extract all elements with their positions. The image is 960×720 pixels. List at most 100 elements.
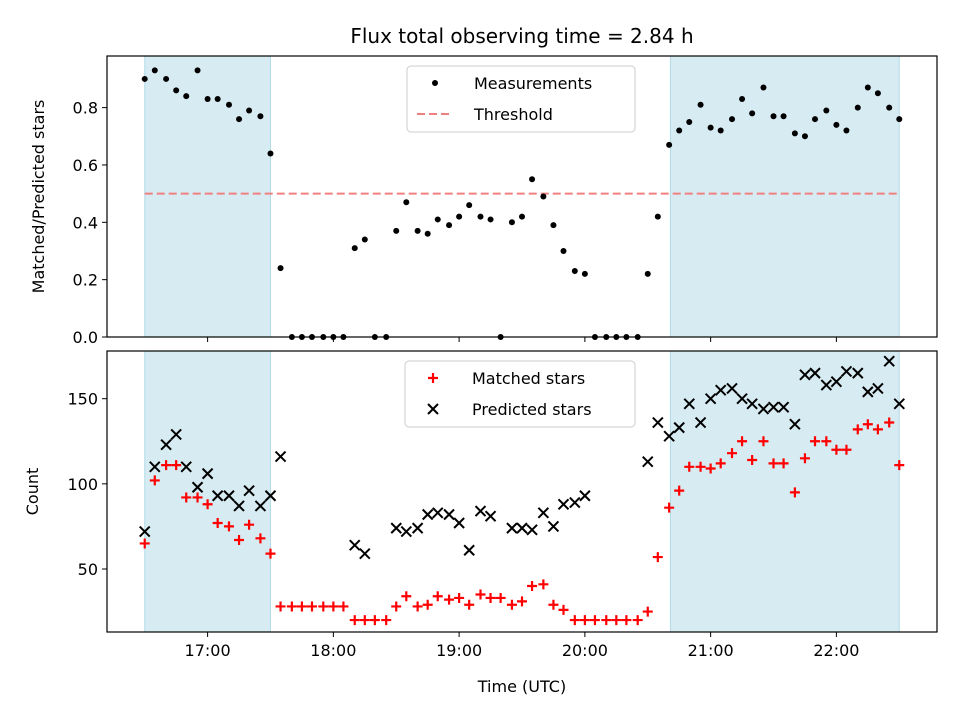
data-point	[686, 118, 693, 125]
data-point-matched	[852, 424, 863, 435]
x-tick-label: 20:00	[562, 641, 608, 660]
data-point-matched	[369, 615, 380, 626]
data-point-matched	[286, 601, 297, 612]
data-point-predicted	[526, 524, 538, 536]
plot-frame	[106, 350, 938, 633]
data-point	[361, 236, 368, 243]
data-point-predicted	[421, 508, 434, 521]
data-point-matched	[569, 615, 580, 626]
data-point-matched	[432, 591, 443, 602]
data-point	[477, 213, 484, 220]
data-point-predicted	[474, 505, 487, 517]
data-point-predicted	[506, 522, 518, 534]
data-point-predicted	[830, 375, 843, 388]
legend-marker-x	[427, 403, 439, 415]
data-point-matched	[328, 601, 339, 612]
data-point-predicted	[390, 522, 402, 534]
data-point	[393, 227, 400, 234]
data-point	[717, 127, 724, 134]
data-point-matched	[527, 581, 538, 592]
data-point	[456, 213, 463, 220]
data-point	[886, 104, 893, 111]
data-point-predicted	[400, 525, 413, 538]
data-point	[707, 124, 714, 131]
data-point-predicted	[432, 507, 444, 519]
data-point-predicted	[484, 510, 497, 522]
data-point-predicted	[139, 525, 151, 538]
data-point	[770, 113, 777, 120]
data-point-matched	[601, 615, 612, 626]
data-point	[487, 216, 494, 223]
data-point-matched	[548, 599, 559, 610]
data-point-predicted	[746, 398, 758, 410]
x-tick-label: 18:00	[310, 641, 356, 660]
data-point-matched	[495, 592, 506, 603]
data-point	[581, 270, 588, 277]
data-point	[151, 67, 158, 74]
data-point-matched	[338, 601, 349, 612]
data-point-predicted	[820, 379, 833, 391]
data-point-predicted	[694, 416, 707, 429]
data-point-matched	[705, 463, 716, 474]
y-tick-label: 0.6	[73, 156, 98, 175]
data-point	[277, 265, 284, 272]
data-point-predicted	[264, 490, 277, 502]
data-point-predicted	[160, 438, 172, 451]
data-point-predicted	[569, 496, 581, 509]
legend-marker-plus	[428, 373, 438, 383]
data-point-matched	[391, 601, 402, 612]
data-point-predicted	[862, 386, 874, 398]
data-point-matched	[192, 492, 203, 503]
data-point-matched	[306, 601, 317, 612]
data-point-predicted	[852, 367, 864, 379]
data-point-matched	[611, 615, 622, 626]
y-tick-label: 100	[67, 475, 98, 494]
data-point-predicted	[704, 392, 717, 405]
data-point-matched	[789, 487, 800, 498]
data-point	[529, 176, 536, 183]
data-point-matched	[223, 521, 234, 532]
y-tick-label: 150	[67, 390, 98, 409]
data-point-matched	[872, 424, 883, 435]
data-point-matched	[727, 448, 738, 459]
panel-matched-ratio: 0.0 0.2 0.4 0.6 0.8 Matched/Predicted stars Me…	[29, 55, 938, 347]
data-point-predicted	[170, 428, 182, 441]
data-point-matched	[234, 535, 245, 546]
data-point-predicted	[453, 517, 465, 529]
data-point	[749, 110, 756, 117]
data-point	[864, 84, 871, 91]
legend-label: Matched stars	[472, 369, 585, 388]
data-point-matched	[244, 519, 255, 530]
shaded-interval	[669, 55, 900, 338]
data-point-predicted	[243, 484, 255, 497]
y-tick-label: 50	[78, 560, 98, 579]
data-point	[446, 222, 453, 229]
data-point-matched	[674, 485, 685, 496]
y-tick-label: 0.8	[73, 99, 98, 118]
data-point	[854, 104, 861, 111]
data-point-predicted	[211, 490, 224, 502]
data-point-predicted	[642, 455, 654, 468]
data-point	[246, 107, 253, 114]
data-point-matched	[475, 589, 486, 600]
shaded-interval	[144, 55, 271, 338]
data-point	[550, 222, 557, 229]
data-point	[697, 101, 704, 108]
data-point	[204, 96, 211, 103]
data-point-matched	[758, 436, 769, 447]
data-point-predicted	[463, 544, 475, 556]
data-point	[560, 247, 567, 254]
data-point-predicted	[537, 507, 550, 519]
data-point	[214, 96, 221, 103]
data-point-matched	[538, 579, 549, 590]
data-point-matched	[265, 548, 276, 559]
y-axis-label: Count	[23, 468, 42, 516]
shaded-interval	[144, 350, 271, 633]
data-point-predicted	[223, 490, 235, 502]
data-point	[163, 75, 170, 82]
data-point-matched	[579, 615, 590, 626]
data-point-matched	[296, 601, 307, 612]
data-point-matched	[139, 538, 150, 549]
data-point	[173, 87, 180, 94]
data-point-matched	[422, 599, 433, 610]
